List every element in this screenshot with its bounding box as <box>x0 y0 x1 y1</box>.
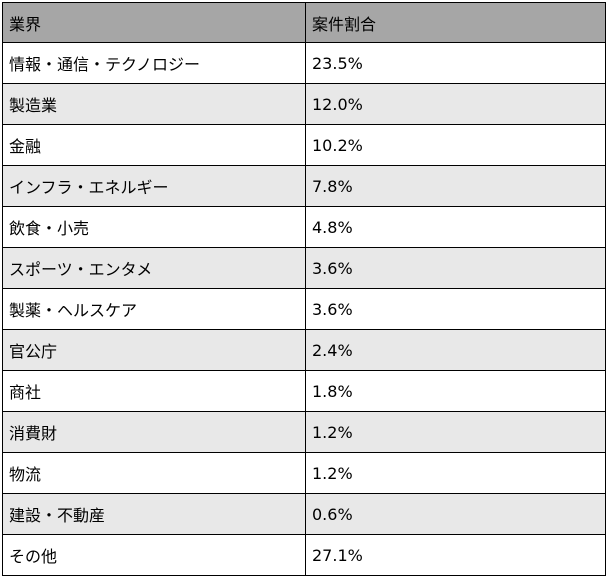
share-cell: 3.6% <box>305 247 606 289</box>
industry-cell: 建設・不動産 <box>2 493 306 535</box>
industry-cell: 消費財 <box>2 411 306 453</box>
industry-cell: 金融 <box>2 124 306 166</box>
share-cell: 3.6% <box>305 288 606 330</box>
industry-cell: 官公庁 <box>2 329 306 371</box>
table-row: 金融 10.2% <box>2 124 606 166</box>
table-row: 建設・不動産 0.6% <box>2 493 606 535</box>
industry-cell: 製造業 <box>2 83 306 125</box>
table-row: 物流 1.2% <box>2 452 606 494</box>
share-cell: 0.6% <box>305 493 606 535</box>
table-row: その他 27.1% <box>2 534 606 576</box>
industry-cell: その他 <box>2 534 306 576</box>
table-row: 飲食・小売 4.8% <box>2 206 606 248</box>
table-row: 製薬・ヘルスケア 3.6% <box>2 288 606 330</box>
industry-cell: 商社 <box>2 370 306 412</box>
industry-cell: スポーツ・エンタメ <box>2 247 306 289</box>
share-cell: 27.1% <box>305 534 606 576</box>
industry-cell: 製薬・ヘルスケア <box>2 288 306 330</box>
table-row: 情報・通信・テクノロジー 23.5% <box>2 42 606 84</box>
table-row: 消費財 1.2% <box>2 411 606 453</box>
table-header-row: 業界 案件割合 <box>2 2 606 43</box>
share-cell: 1.2% <box>305 452 606 494</box>
industry-cell: 情報・通信・テクノロジー <box>2 42 306 84</box>
table-row: 商社 1.8% <box>2 370 606 412</box>
share-cell: 4.8% <box>305 206 606 248</box>
share-cell: 1.2% <box>305 411 606 453</box>
share-cell: 23.5% <box>305 42 606 84</box>
industry-cell: 物流 <box>2 452 306 494</box>
share-cell: 12.0% <box>305 83 606 125</box>
header-share: 案件割合 <box>305 2 606 43</box>
header-industry: 業界 <box>2 2 306 43</box>
share-cell: 10.2% <box>305 124 606 166</box>
table-row: インフラ・エネルギー 7.8% <box>2 165 606 207</box>
share-cell: 2.4% <box>305 329 606 371</box>
table-row: 官公庁 2.4% <box>2 329 606 371</box>
industry-cell: インフラ・エネルギー <box>2 165 306 207</box>
table-row: スポーツ・エンタメ 3.6% <box>2 247 606 289</box>
industry-cell: 飲食・小売 <box>2 206 306 248</box>
share-cell: 1.8% <box>305 370 606 412</box>
share-cell: 7.8% <box>305 165 606 207</box>
table-row: 製造業 12.0% <box>2 83 606 125</box>
